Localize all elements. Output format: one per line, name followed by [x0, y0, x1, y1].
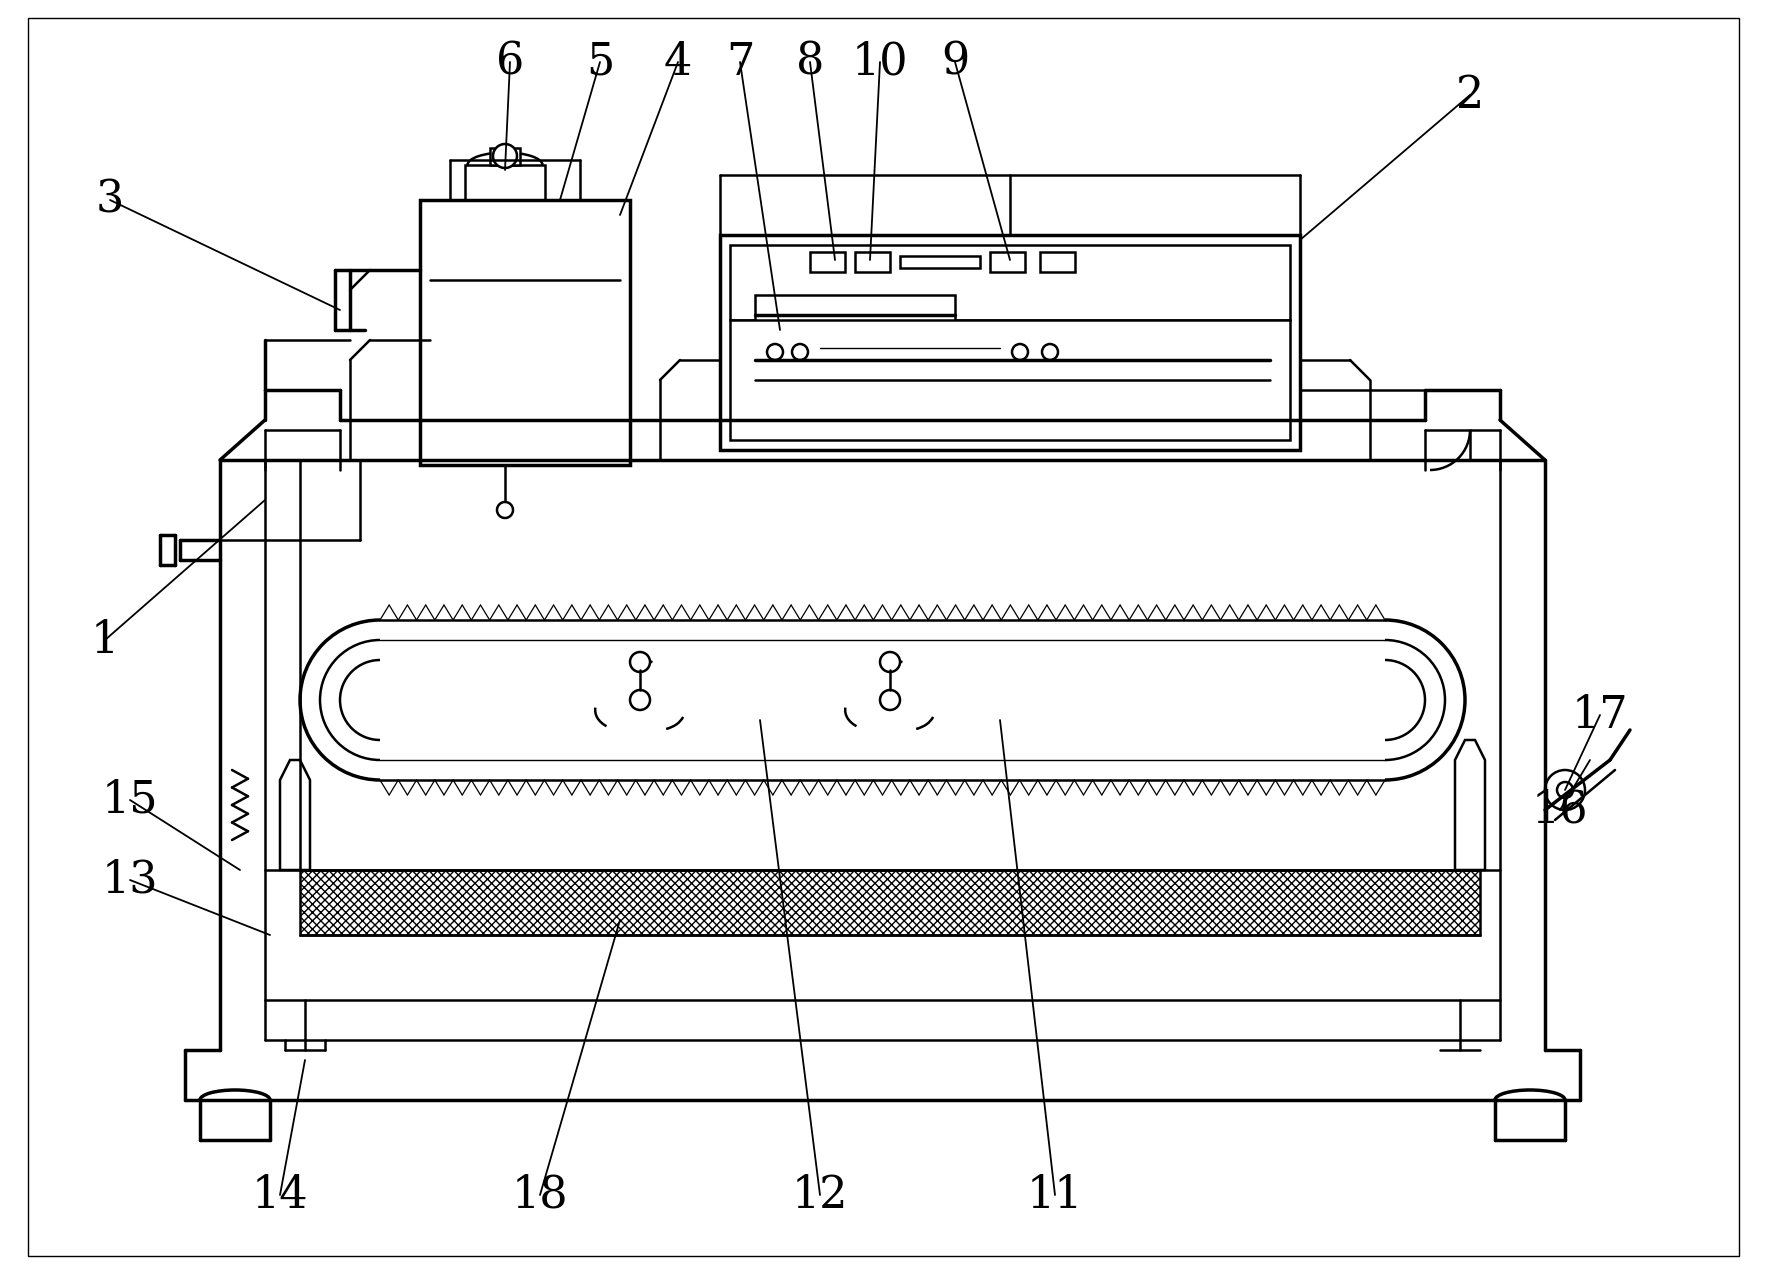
- Bar: [489, 148, 519, 166]
- Text: 9: 9: [940, 41, 968, 84]
- Text: 5: 5: [587, 41, 615, 84]
- Circle shape: [1544, 769, 1585, 810]
- Bar: [440, 220, 610, 280]
- Text: 2: 2: [1456, 74, 1484, 117]
- Bar: [1041, 252, 1074, 273]
- Text: 4: 4: [664, 41, 693, 84]
- Text: 6: 6: [497, 41, 525, 84]
- Circle shape: [880, 691, 899, 710]
- Circle shape: [1012, 344, 1028, 361]
- Text: 15: 15: [102, 778, 159, 822]
- Text: 18: 18: [512, 1173, 569, 1217]
- Bar: [899, 256, 981, 268]
- Text: 13: 13: [102, 859, 159, 902]
- Circle shape: [880, 652, 899, 671]
- Circle shape: [767, 344, 783, 361]
- Text: 8: 8: [795, 41, 823, 84]
- Bar: [730, 320, 1290, 440]
- Bar: [855, 252, 891, 273]
- Bar: [755, 296, 954, 330]
- Circle shape: [792, 344, 808, 361]
- Bar: [300, 870, 1481, 935]
- Text: 11: 11: [1027, 1173, 1083, 1217]
- Bar: [990, 252, 1025, 273]
- Polygon shape: [279, 761, 309, 870]
- Text: 16: 16: [1532, 789, 1589, 832]
- Bar: [429, 210, 620, 460]
- Polygon shape: [1454, 740, 1484, 870]
- Text: 10: 10: [852, 41, 908, 84]
- Bar: [465, 166, 544, 210]
- Text: 7: 7: [726, 41, 755, 84]
- Circle shape: [493, 144, 518, 168]
- Bar: [719, 234, 1301, 450]
- Circle shape: [1557, 782, 1573, 798]
- Text: 14: 14: [251, 1173, 307, 1217]
- Circle shape: [631, 652, 650, 671]
- Text: 1: 1: [90, 618, 118, 661]
- Bar: [421, 200, 631, 465]
- Text: 12: 12: [792, 1173, 848, 1217]
- Text: 3: 3: [95, 178, 124, 222]
- Bar: [809, 252, 845, 273]
- Circle shape: [1043, 344, 1058, 361]
- Circle shape: [631, 691, 650, 710]
- Bar: [730, 245, 1290, 320]
- Text: 17: 17: [1571, 693, 1629, 736]
